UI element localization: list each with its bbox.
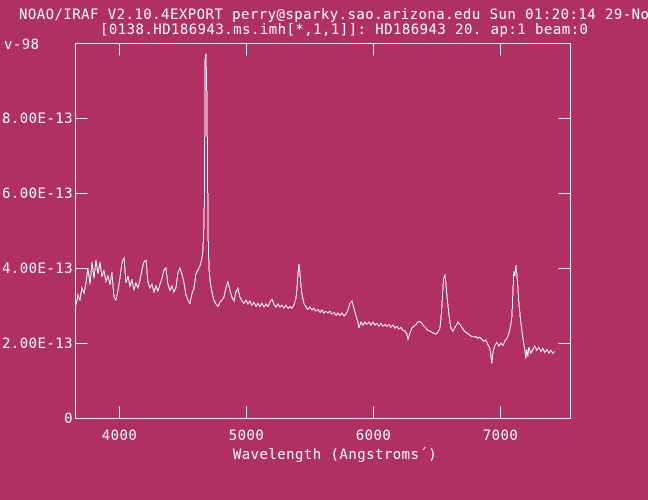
status-label: v-98 — [4, 37, 40, 53]
image-title-line: [0138.HD186943.ms.imh[*,1,1]]: HD186943 … — [100, 22, 589, 38]
y-tick-label: 2.00E-13 — [2, 336, 73, 352]
x-axis-title: Wavelength (Angstroms´) — [232, 447, 438, 463]
plot-border — [75, 43, 571, 419]
x-tick-label: 6000 — [356, 428, 392, 444]
x-tick-label: 7000 — [483, 428, 519, 444]
y-tick-label: 0 — [64, 411, 73, 427]
y-tick-label: 4.00E-13 — [2, 261, 73, 277]
y-tick-label: 6.00E-13 — [2, 186, 73, 202]
y-tick-label: 8.00E-13 — [2, 111, 73, 127]
x-tick-label: 5000 — [229, 428, 265, 444]
x-tick-label: 4000 — [102, 428, 138, 444]
spectrum-trace — [75, 53, 556, 364]
window-title-line: NOAO/IRAF V2.10.4EXPORT perry@sparky.sao… — [19, 7, 648, 23]
